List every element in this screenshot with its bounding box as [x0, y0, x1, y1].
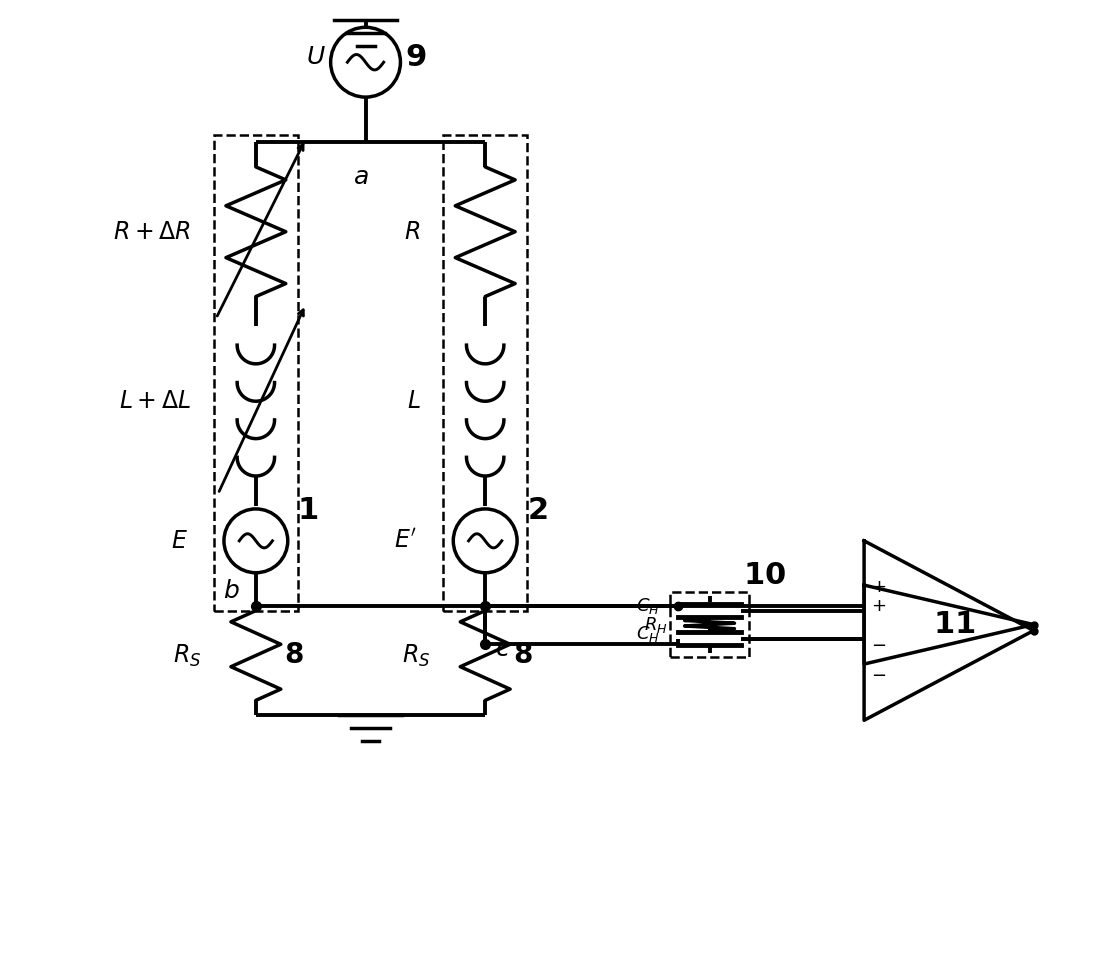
Text: $R_S$: $R_S$: [173, 642, 201, 669]
Text: $C_H$: $C_H$: [636, 624, 660, 644]
Text: $+$: $+$: [872, 579, 887, 597]
Text: $-$: $-$: [872, 634, 887, 653]
Text: $\mathbf{8}$: $\mathbf{8}$: [284, 642, 303, 670]
Text: $+$: $+$: [872, 597, 887, 615]
Bar: [443, 135, 527, 610]
Text: $\mathbf{11}$: $\mathbf{11}$: [932, 610, 975, 639]
Text: $U$: $U$: [305, 45, 325, 69]
Text: $R_S$: $R_S$: [402, 642, 431, 669]
Text: $b$: $b$: [223, 579, 239, 603]
Text: $\mathbf{9}$: $\mathbf{9}$: [404, 42, 426, 72]
Text: $R_H$: $R_H$: [644, 615, 668, 634]
Text: $R+\Delta R$: $R+\Delta R$: [114, 220, 191, 244]
Text: $L$: $L$: [407, 389, 420, 413]
Text: $-$: $-$: [872, 665, 887, 682]
Text: $R$: $R$: [404, 220, 420, 244]
Text: $\mathbf{8}$: $\mathbf{8}$: [514, 642, 533, 670]
Text: $\mathbf{2}$: $\mathbf{2}$: [527, 497, 548, 526]
Text: $a$: $a$: [353, 165, 368, 189]
Text: $c$: $c$: [496, 636, 511, 660]
Text: $E$: $E$: [171, 529, 188, 553]
Text: $E'$: $E'$: [395, 529, 418, 553]
Bar: [214, 135, 298, 610]
Text: $\mathbf{1}$: $\mathbf{1}$: [298, 497, 318, 526]
Bar: [670, 592, 749, 657]
Text: $L+\Delta L$: $L+\Delta L$: [119, 389, 191, 413]
Text: $C_H$: $C_H$: [636, 596, 660, 616]
Text: $\mathbf{10}$: $\mathbf{10}$: [743, 561, 786, 590]
